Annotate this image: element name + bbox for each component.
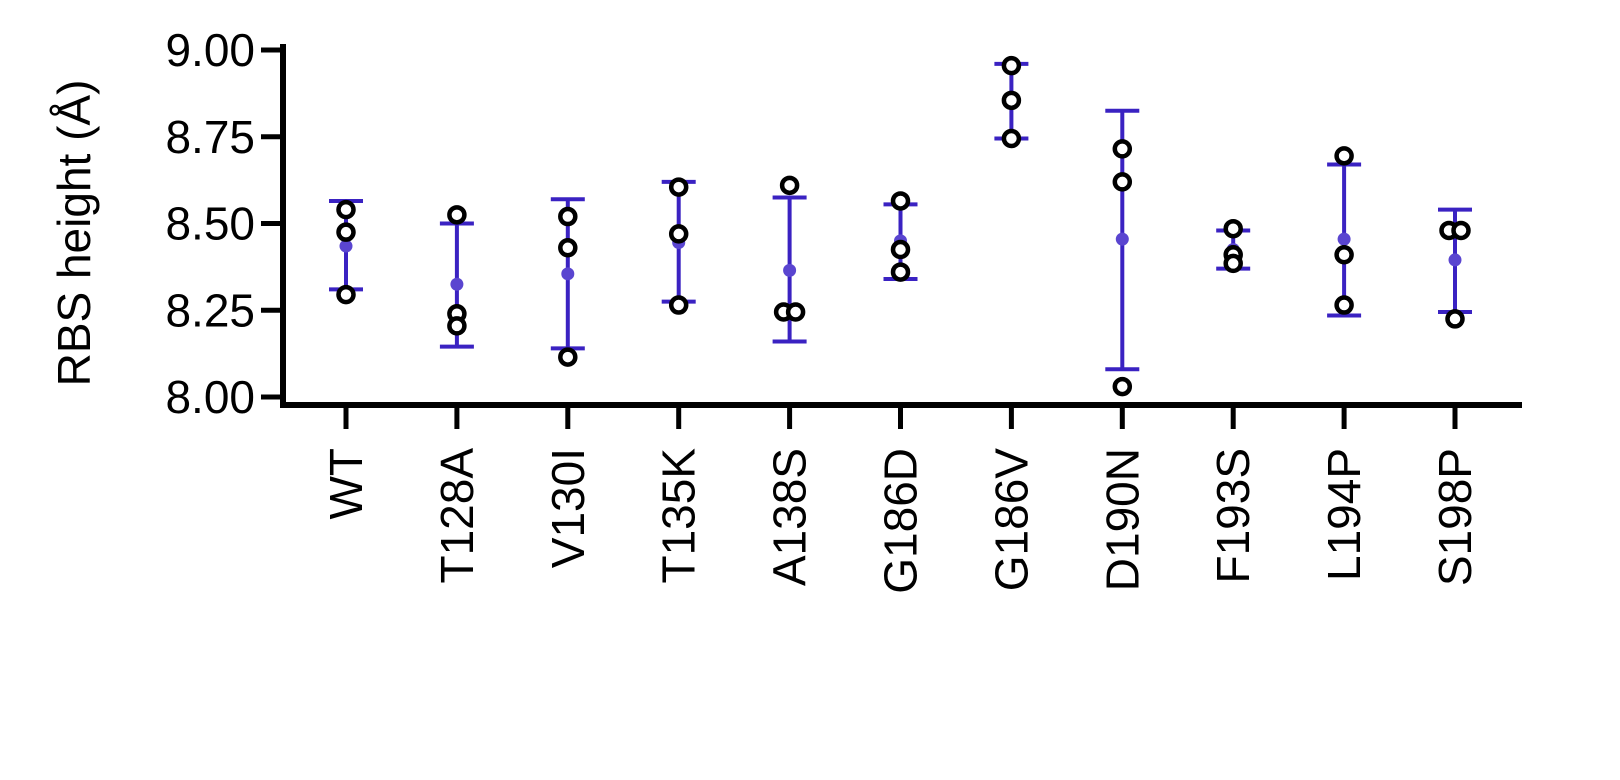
x-tick-label: T135K: [653, 448, 705, 584]
x-tick-label: V130I: [542, 448, 594, 568]
axes: 8.00 8.25 8.50 8.75 9.00 WT T128A V130I T135K A13…: [165, 24, 1522, 594]
mean-point: [561, 267, 575, 281]
replicate-point: [1445, 309, 1465, 329]
y-tick-label: 9.00: [165, 24, 255, 76]
replicate-point: [1112, 172, 1133, 192]
x-tick-label: T128A: [431, 448, 483, 584]
mean-point: [783, 263, 797, 277]
replicate-point: [1112, 139, 1133, 159]
replicate-point: [1001, 128, 1022, 149]
x-tick-label: WT: [320, 448, 372, 520]
replicate-point: [890, 239, 911, 260]
replicate-point: [668, 224, 689, 244]
replicate-point: [890, 262, 911, 282]
y-tick-label: 8.25: [165, 284, 255, 336]
replicate-point: [1334, 146, 1354, 166]
replicate-point: [447, 316, 467, 336]
replicate-point: [447, 205, 467, 225]
x-tick-label: A138S: [764, 448, 816, 586]
replicate-point: [785, 302, 806, 322]
y-tick-label: 8.75: [165, 111, 255, 163]
x-tick-label: L194P: [1318, 448, 1370, 581]
mean-point: [450, 277, 464, 291]
x-tick-label: G186V: [985, 448, 1037, 592]
replicate-point: [890, 191, 911, 211]
x-tick-label: G186D: [875, 448, 927, 594]
replicate-point: [336, 199, 356, 220]
replicate-point: [668, 295, 689, 315]
x-tick-label: D190N: [1096, 448, 1148, 591]
y-tick-label: 8.50: [165, 198, 255, 250]
replicate-point: [1001, 55, 1022, 76]
replicate-point: [1451, 220, 1471, 241]
replicate-point: [558, 206, 578, 227]
replicate-point: [1334, 244, 1354, 265]
replicate-point: [779, 175, 800, 196]
replicate-point: [336, 284, 356, 305]
replicate-point: [1001, 90, 1022, 111]
replicate-point: [1223, 253, 1243, 274]
replicate-point: [1334, 295, 1354, 315]
replicate-point: [558, 238, 578, 258]
mean-point: [339, 239, 353, 253]
replicate-point: [1223, 218, 1243, 239]
mean-point: [1337, 232, 1351, 246]
mean-point: [1448, 253, 1462, 267]
replicate-point: [558, 347, 578, 367]
replicate-point: [1112, 376, 1133, 397]
replicate-point: [668, 177, 689, 197]
replicate-point: [336, 222, 356, 242]
y-tick-label: 8.00: [165, 371, 255, 423]
x-tick-label: S198P: [1429, 448, 1481, 586]
mean-point: [1115, 232, 1129, 246]
y-axis-label: RBS height (Å): [48, 80, 100, 387]
x-tick-label: F193S: [1207, 448, 1259, 584]
chart-marks: [329, 55, 1472, 397]
